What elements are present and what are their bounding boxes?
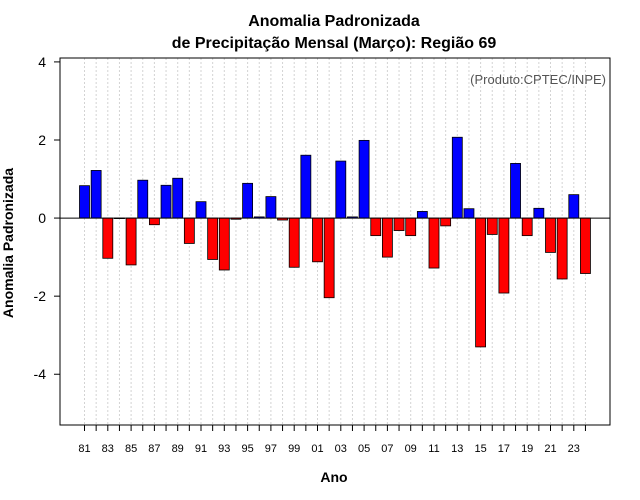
bar-1985	[125, 217, 137, 266]
x-tick-label: 95	[241, 443, 253, 455]
bar-2024	[580, 217, 591, 274]
y-axis-label: Anomalia Padronizada	[0, 168, 16, 318]
x-tick-label: 05	[358, 443, 370, 455]
x-tick-label: 81	[78, 443, 90, 455]
x-tick-label: 07	[381, 443, 393, 455]
x-tick-label: 23	[568, 443, 580, 455]
x-tick-label: 01	[311, 443, 323, 455]
y-tick-label: -2	[34, 288, 47, 304]
bar-1982	[90, 170, 102, 219]
bar-1993	[218, 217, 230, 271]
chart-title-line1: Anomalia Padronizada	[248, 13, 420, 30]
bar-2014	[463, 208, 475, 219]
x-axis-label: Ano	[320, 469, 347, 485]
bar-1997	[265, 196, 277, 219]
x-tick-label: 87	[148, 443, 160, 455]
bar-2019	[521, 217, 533, 237]
bar-2013	[451, 136, 463, 219]
x-tick-label: 99	[288, 443, 300, 455]
x-tick-label: 83	[102, 443, 114, 455]
x-axis: 81 83 85 87 89 91 93 95 97 99 01 03 05 07 09 11 13 15 17 19…	[78, 425, 586, 455]
x-tick-label: 21	[544, 443, 556, 455]
bar-1989	[172, 177, 184, 219]
y-tick-label: 2	[38, 132, 46, 148]
bar-2006	[370, 217, 382, 237]
y-tick-label: 4	[38, 54, 46, 70]
bar-2007	[381, 217, 393, 258]
y-axis: 4 2 0 -2 -4	[34, 54, 60, 382]
bar-2005	[358, 139, 370, 219]
x-tick-label: 89	[172, 443, 184, 455]
bar-2001	[312, 217, 323, 263]
bar-2008	[393, 217, 405, 231]
bar-2000	[300, 154, 312, 219]
bar-1991	[195, 201, 207, 219]
bar-2021	[545, 217, 556, 253]
x-tick-label: 19	[521, 443, 533, 455]
bar-2009	[405, 217, 417, 237]
bar-1992	[207, 217, 219, 260]
x-tick-label: 97	[265, 443, 277, 455]
x-tick-label: 15	[474, 443, 486, 455]
bar-2016	[486, 217, 498, 235]
x-tick-label: 91	[195, 443, 207, 455]
x-tick-label: 13	[451, 443, 463, 455]
bar-1986	[137, 179, 149, 219]
bar-1999	[288, 217, 300, 268]
vertical-gridlines	[84, 58, 586, 425]
credit-text: (Produto:CPTEC/INPE)	[470, 72, 606, 87]
x-tick-label: 85	[125, 443, 137, 455]
bar-2012	[440, 217, 452, 227]
y-tick-label: -4	[34, 366, 47, 382]
bar-2002	[323, 217, 335, 299]
bar-2023	[568, 194, 580, 219]
bar-2020	[533, 207, 545, 219]
bar-1995	[242, 182, 254, 219]
bar-2015	[475, 217, 487, 348]
bar-1988	[160, 184, 172, 219]
bar-2010	[416, 211, 428, 219]
x-tick-label: 17	[498, 443, 510, 455]
bar-1990	[183, 217, 195, 244]
bar-1983	[102, 217, 114, 259]
bar-2003	[335, 160, 347, 219]
bar-1987	[148, 217, 160, 226]
bar-2018	[510, 163, 521, 219]
x-tick-label: 09	[405, 443, 417, 455]
bar-2022	[556, 217, 568, 280]
chart-title-line2: de Precipitação Mensal (Março): Região 6…	[172, 35, 497, 52]
plot-frame	[59, 57, 611, 426]
bar-2017	[498, 217, 510, 294]
bars-group	[79, 136, 591, 348]
x-tick-label: 11	[428, 443, 439, 455]
bar-1981	[79, 185, 90, 219]
x-tick-label: 03	[335, 443, 347, 455]
x-tick-label: 93	[218, 443, 230, 455]
y-tick-label: 0	[38, 210, 46, 226]
bar-2011	[428, 217, 440, 269]
